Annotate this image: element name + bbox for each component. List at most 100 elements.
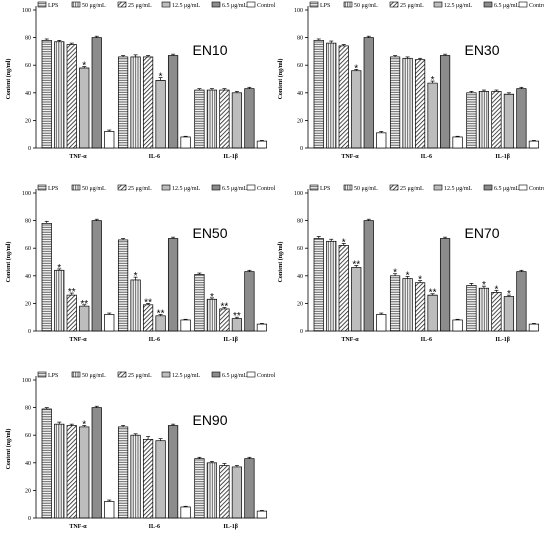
- category-label: TNF-α: [69, 154, 87, 160]
- bar: [466, 92, 477, 149]
- significance-mark: *: [418, 275, 422, 286]
- bar: [117, 426, 129, 519]
- bar: [91, 37, 102, 149]
- bar: [439, 55, 451, 149]
- bar: [244, 271, 255, 332]
- bar: [155, 80, 166, 149]
- y-tick-label: 0: [28, 329, 31, 335]
- y-tick-label: 100: [294, 8, 303, 14]
- y-tick-label: 40: [297, 274, 303, 280]
- legend-label: Control: [257, 3, 276, 9]
- bar: [491, 292, 502, 332]
- significance-mark: *: [507, 289, 511, 300]
- category-label: IL-6: [149, 524, 160, 530]
- significance-mark: **: [80, 299, 88, 310]
- significance-mark: *: [482, 280, 486, 291]
- bar: [180, 136, 191, 149]
- legend-label: 50 μg/mL: [82, 373, 106, 379]
- bar: [231, 318, 243, 332]
- legend-swatch: [246, 184, 256, 191]
- bar: [142, 304, 154, 332]
- bar: [326, 240, 337, 332]
- legend-swatch: [71, 371, 81, 378]
- y-tick-label: 0: [300, 329, 303, 335]
- bar: [130, 56, 141, 149]
- bar: [376, 132, 387, 149]
- y-tick-label: 60: [25, 246, 31, 252]
- bar: [516, 88, 527, 149]
- y-tick-label: 20: [25, 118, 31, 124]
- bar: [155, 440, 166, 519]
- legend-label: 12.5 μg/mL: [172, 373, 201, 379]
- legend-label: LPS: [320, 186, 330, 192]
- y-tick-label: 20: [297, 301, 303, 307]
- bar: [491, 91, 502, 149]
- bar: [130, 434, 141, 519]
- y-tick-label: 100: [22, 378, 31, 384]
- y-tick-label: 20: [25, 301, 31, 307]
- category-label: TNF-α: [341, 154, 359, 160]
- bar: [91, 407, 102, 519]
- chart-title: EN30: [464, 42, 499, 58]
- legend-label: Control: [529, 186, 544, 192]
- bar: [414, 282, 426, 332]
- legend-label: 6.5 μg/mL: [222, 186, 248, 192]
- legend-label: Control: [257, 186, 276, 192]
- bar: [427, 82, 438, 149]
- y-tick-label: 0: [28, 516, 31, 522]
- y-tick-label: 60: [25, 63, 31, 69]
- y-tick-label: 60: [25, 433, 31, 439]
- legend-label: Control: [257, 373, 276, 379]
- bar: [79, 67, 90, 149]
- bar: [117, 239, 129, 332]
- chart-title: EN10: [192, 42, 227, 58]
- legend-swatch: [117, 1, 127, 8]
- category-label: IL-1β: [495, 337, 510, 343]
- bar: [142, 56, 154, 149]
- category-label: TNF-α: [341, 337, 359, 343]
- category-label: IL-1β: [223, 337, 238, 343]
- legend-swatch: [117, 184, 127, 191]
- y-tick-label: 20: [297, 118, 303, 124]
- bar: [117, 56, 129, 149]
- bar: [54, 269, 65, 332]
- legend-swatch: [211, 184, 221, 191]
- y-tick-label: 80: [297, 219, 303, 225]
- legend-swatch: [389, 1, 399, 8]
- bar: [313, 238, 324, 332]
- significance-mark: **: [233, 311, 241, 322]
- legend-label: 12.5 μg/mL: [444, 186, 473, 192]
- category-label: IL-6: [149, 337, 160, 343]
- bar: [54, 423, 65, 519]
- y-tick-label: 40: [297, 91, 303, 97]
- y-tick-label: 40: [25, 274, 31, 280]
- legend-swatch: [37, 371, 47, 378]
- bar: [142, 438, 154, 519]
- legend-swatch: [71, 1, 81, 8]
- significance-mark: **: [352, 259, 360, 270]
- legend-label: 6.5 μg/mL: [222, 3, 248, 9]
- bar: [219, 89, 230, 149]
- category-label: IL-6: [421, 154, 432, 160]
- legend-swatch: [161, 371, 171, 378]
- legend-label: LPS: [48, 3, 58, 9]
- bar: [66, 44, 77, 149]
- bar: [79, 305, 90, 332]
- bar: [206, 89, 218, 149]
- bar: [244, 458, 255, 519]
- significance-mark: *: [431, 75, 435, 86]
- significance-mark: **: [157, 308, 165, 319]
- y-tick-label: 100: [294, 191, 303, 197]
- significance-mark: *: [342, 237, 346, 248]
- legend-swatch: [433, 1, 443, 8]
- legend-swatch: [433, 184, 443, 191]
- y-tick-label: 0: [28, 146, 31, 152]
- bar: [66, 425, 77, 519]
- bar: [351, 267, 362, 332]
- chart-title: EN50: [192, 225, 227, 241]
- significance-mark: *: [210, 292, 214, 303]
- y-axis-label: Content (ng/ml): [277, 242, 284, 283]
- legend-swatch: [71, 184, 81, 191]
- bar: [351, 70, 362, 149]
- bar: [79, 426, 90, 519]
